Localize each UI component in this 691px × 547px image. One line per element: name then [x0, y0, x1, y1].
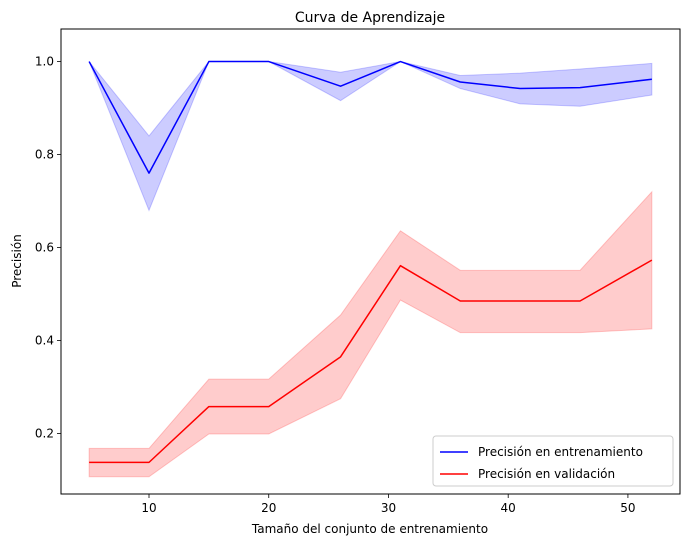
legend-label-training: Precisión en entrenamiento — [478, 445, 643, 459]
x-axis-label: Tamaño del conjunto de entrenamiento — [251, 522, 488, 536]
y-axis-ticks: 0.2 0.4 0.6 0.8 1.0 — [35, 55, 61, 441]
confidence-bands — [88, 60, 653, 478]
training-line — [88, 60, 652, 174]
legend: Precisión en entrenamiento Precisión en … — [432, 435, 674, 487]
chart-title: Curva de Aprendizaje — [295, 10, 445, 26]
y-tick-label: 0.8 — [35, 148, 54, 162]
plot-frame — [60, 28, 681, 495]
x-tick-label: 50 — [620, 501, 635, 515]
x-tick-label: 10 — [141, 501, 156, 515]
validation-line — [89, 259, 653, 464]
x-tick-label: 20 — [261, 501, 276, 515]
y-tick-label: 0.6 — [35, 241, 54, 255]
legend-box — [432, 435, 674, 487]
legend-label-validation: Precisión en validación — [478, 467, 615, 481]
y-tick-label: 0.2 — [35, 427, 54, 441]
x-tick-label: 30 — [381, 501, 396, 515]
training-confidence-band — [88, 60, 653, 212]
y-tick-label: 1.0 — [35, 55, 54, 69]
y-axis-label: Precisión — [10, 234, 24, 288]
x-tick-label: 40 — [501, 501, 516, 515]
series-lines — [88, 60, 653, 464]
y-tick-label: 0.4 — [35, 334, 54, 348]
x-axis-ticks: 10 20 30 40 50 — [141, 494, 636, 515]
validation-confidence-band — [88, 190, 653, 478]
